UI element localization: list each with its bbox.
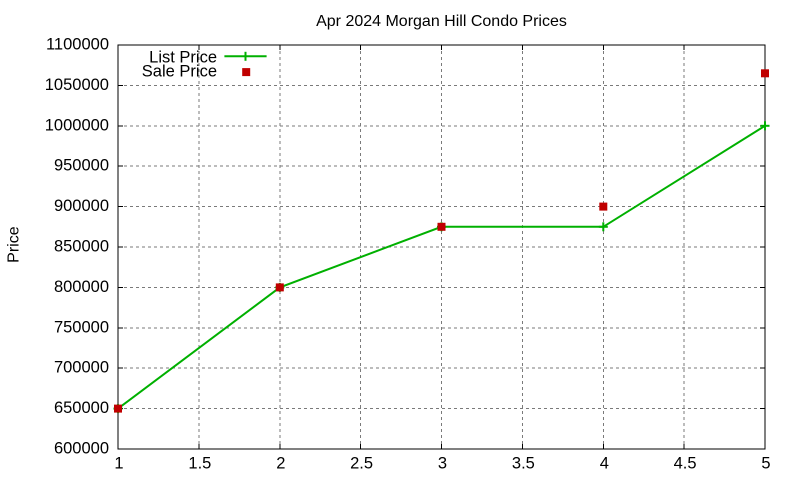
svg-text:4: 4 xyxy=(600,455,609,473)
svg-text:1050000: 1050000 xyxy=(45,76,109,94)
svg-text:4.5: 4.5 xyxy=(674,455,697,473)
svg-text:1: 1 xyxy=(114,455,123,473)
svg-text:750000: 750000 xyxy=(54,318,109,336)
svg-text:900000: 900000 xyxy=(54,197,109,215)
svg-text:1000000: 1000000 xyxy=(45,116,109,134)
svg-text:List Price: List Price xyxy=(149,49,217,67)
svg-text:1.5: 1.5 xyxy=(188,455,211,473)
svg-text:Sale Price: Sale Price xyxy=(142,63,217,81)
svg-text:Price: Price xyxy=(6,226,23,263)
svg-text:3: 3 xyxy=(438,455,447,473)
svg-text:2.5: 2.5 xyxy=(350,455,373,473)
svg-text:700000: 700000 xyxy=(54,359,109,377)
svg-text:2: 2 xyxy=(276,455,285,473)
svg-text:Apr 2024 Morgan Hill Condo Pri: Apr 2024 Morgan Hill Condo Prices xyxy=(316,13,567,30)
svg-text:1100000: 1100000 xyxy=(46,36,109,54)
svg-text:800000: 800000 xyxy=(54,278,109,296)
svg-text:5: 5 xyxy=(761,455,770,473)
svg-text:950000: 950000 xyxy=(54,157,109,175)
svg-text:650000: 650000 xyxy=(54,399,109,417)
svg-text:850000: 850000 xyxy=(54,238,109,256)
svg-text:3.5: 3.5 xyxy=(512,455,535,473)
svg-text:600000: 600000 xyxy=(54,440,109,458)
